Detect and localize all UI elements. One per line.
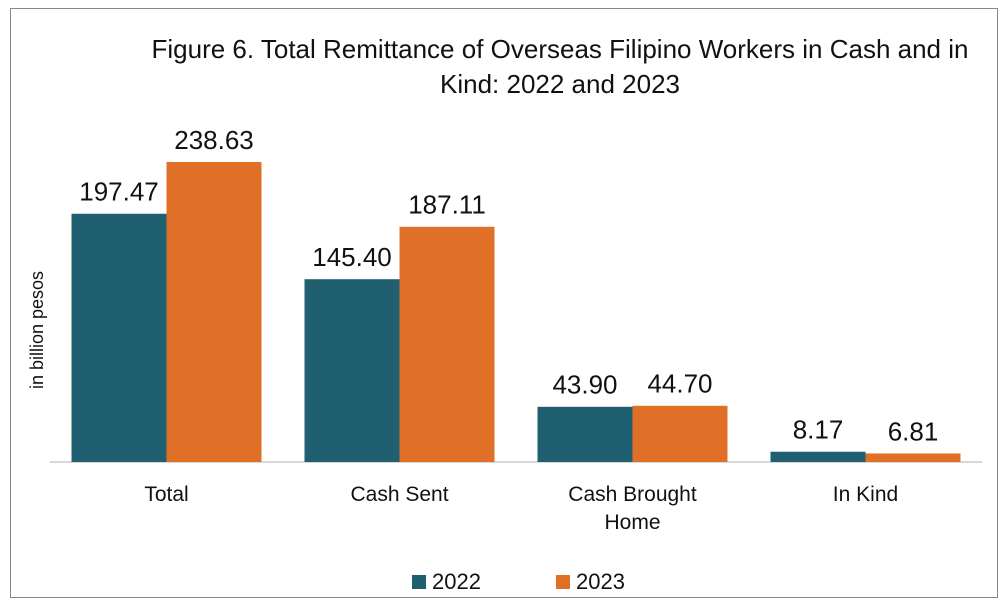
chart-title: Figure 6. Total Remittance of Overseas F… <box>151 34 969 99</box>
data-label: 238.63 <box>174 125 254 155</box>
y-axis-label: in billion pesos <box>27 271 47 389</box>
bar <box>71 213 167 462</box>
x-tick-label: Total <box>144 483 189 506</box>
x-tick-label: Cash Brought Home <box>568 483 697 534</box>
legend-label: 2023 <box>576 569 625 594</box>
bar <box>770 451 866 462</box>
chart-frame <box>10 8 998 598</box>
x-tick-label: Cash Sent <box>350 483 449 506</box>
legend-label: 2022 <box>432 569 481 594</box>
legend-swatch <box>556 575 570 589</box>
bar <box>166 162 262 462</box>
bar <box>304 279 400 462</box>
bar <box>537 406 633 462</box>
bar <box>865 453 961 462</box>
data-label: 44.70 <box>647 369 712 399</box>
bar <box>632 405 728 462</box>
bar <box>399 226 495 462</box>
data-label: 197.47 <box>79 177 159 207</box>
data-label: 43.90 <box>552 370 617 400</box>
data-label: 6.81 <box>888 416 939 446</box>
data-label: 145.40 <box>312 242 392 272</box>
x-tick-label: In Kind <box>832 483 899 506</box>
legend-swatch <box>412 575 426 589</box>
data-label: 187.11 <box>408 190 486 220</box>
data-label: 8.17 <box>793 415 844 445</box>
